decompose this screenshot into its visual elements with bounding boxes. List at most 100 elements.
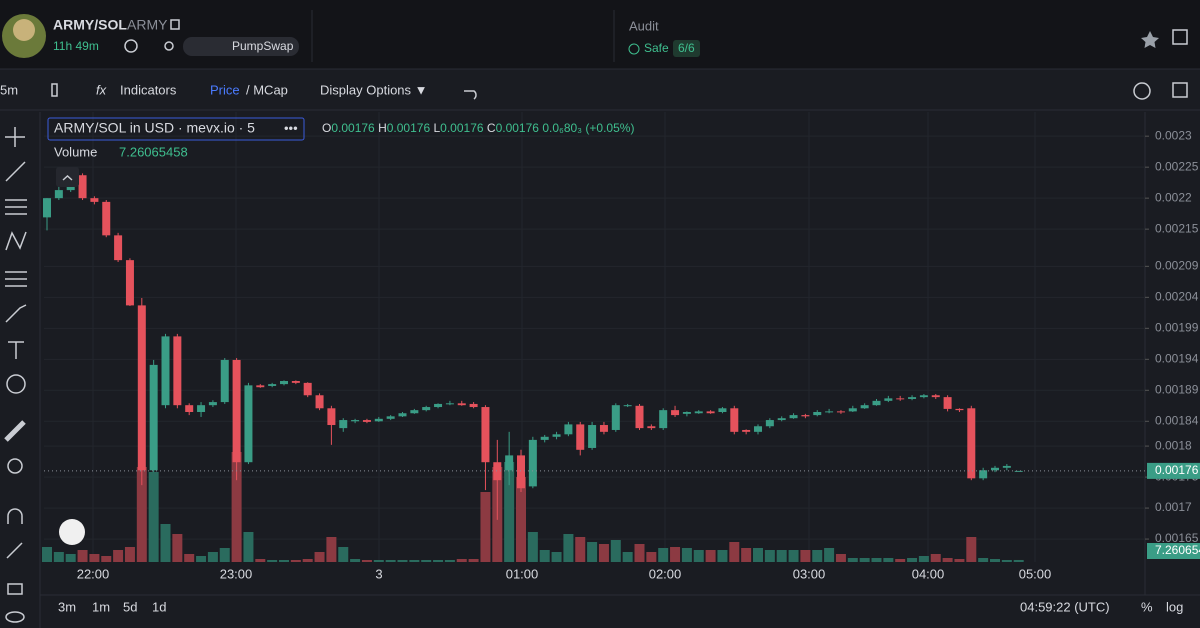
volume-badge-label: 7.26065458 bbox=[1155, 543, 1200, 557]
volume-badge bbox=[1147, 543, 1200, 559]
candle-body bbox=[54, 190, 63, 199]
candle-body bbox=[659, 410, 668, 429]
web-icon[interactable] bbox=[124, 39, 138, 53]
fullscreen[interactable] bbox=[1172, 82, 1188, 98]
legend-box[interactable] bbox=[47, 117, 305, 141]
range[interactable]: 1m bbox=[92, 599, 110, 614]
eye-tool[interactable] bbox=[5, 611, 25, 623]
candle-body bbox=[860, 405, 869, 409]
ohlc-value: 0.00176 bbox=[387, 121, 431, 135]
settings[interactable] bbox=[1133, 82, 1151, 100]
candle-body bbox=[730, 408, 739, 432]
candle-body bbox=[576, 424, 585, 450]
text-tool[interactable] bbox=[8, 341, 24, 359]
volume-bar bbox=[267, 560, 278, 562]
lock-tool[interactable] bbox=[7, 583, 23, 595]
volume-bar bbox=[966, 537, 977, 562]
interval[interactable]: 5m bbox=[0, 82, 18, 97]
candle-body bbox=[836, 411, 845, 413]
audit-status: Safe bbox=[644, 41, 669, 55]
volume-bar bbox=[255, 559, 266, 562]
price-toggle[interactable]: Price bbox=[210, 82, 240, 97]
candle-body bbox=[161, 336, 170, 406]
ohlc-value: 0.00176 bbox=[440, 121, 484, 135]
y-tick-label: 0.00215 bbox=[1155, 221, 1199, 235]
candle-icon[interactable] bbox=[51, 83, 58, 97]
audit-label[interactable]: Audit bbox=[629, 18, 659, 33]
display-options[interactable]: Display Options ▼ bbox=[320, 82, 428, 97]
copy-icon[interactable] bbox=[170, 19, 180, 30]
change-pct: (+0.05%) bbox=[585, 121, 634, 135]
volume-bar bbox=[1013, 559, 1024, 562]
candle-body bbox=[599, 425, 608, 432]
undo[interactable] bbox=[464, 90, 477, 100]
candle-body bbox=[362, 420, 371, 422]
candle-body bbox=[943, 397, 952, 409]
candle-body bbox=[754, 426, 762, 432]
shield-icon bbox=[628, 43, 640, 55]
candle-body bbox=[908, 397, 917, 399]
y-tick-label: 0.0023 bbox=[1155, 128, 1192, 142]
dex-pill[interactable] bbox=[183, 37, 299, 56]
line-tool[interactable] bbox=[5, 161, 26, 182]
brush-tool[interactable] bbox=[5, 304, 27, 323]
volume-bar bbox=[350, 559, 361, 562]
volume-bar bbox=[516, 477, 526, 562]
ohlc-label: H bbox=[378, 121, 387, 135]
ruler-tool[interactable] bbox=[4, 420, 26, 442]
volume-bar bbox=[942, 558, 953, 562]
fib-tool[interactable] bbox=[5, 271, 27, 287]
volume-bar bbox=[788, 550, 799, 562]
percent-toggle[interactable]: % bbox=[1141, 599, 1153, 614]
symbol: ARMY bbox=[127, 17, 168, 33]
candle-body bbox=[445, 403, 454, 405]
volume-bar bbox=[397, 560, 408, 562]
zoom-tool[interactable] bbox=[7, 458, 23, 474]
range[interactable]: 3m bbox=[58, 599, 76, 614]
candle-body bbox=[410, 410, 419, 414]
range[interactable]: 1d bbox=[152, 599, 166, 614]
crosshair[interactable] bbox=[5, 127, 25, 147]
log-toggle[interactable]: log bbox=[1166, 599, 1183, 614]
volume-bar bbox=[598, 544, 609, 562]
y-tick-label: 0.00184 bbox=[1155, 413, 1199, 427]
candle-body bbox=[694, 411, 703, 414]
candle-body bbox=[623, 405, 632, 407]
volume-bar bbox=[338, 547, 349, 562]
volume-bar bbox=[196, 556, 207, 562]
y-tick-label: 0.00189 bbox=[1155, 382, 1199, 396]
pattern-tool[interactable] bbox=[5, 231, 27, 251]
mcap-toggle[interactable]: / MCap bbox=[246, 82, 288, 97]
emoji-tool[interactable] bbox=[6, 374, 26, 394]
volume-bar bbox=[456, 559, 467, 562]
lines-tool[interactable] bbox=[5, 199, 27, 215]
candle-body bbox=[457, 403, 466, 406]
tv-logo[interactable] bbox=[59, 519, 85, 545]
candle-body bbox=[422, 407, 431, 411]
candle-body bbox=[232, 359, 241, 463]
pair: ARMY/SOL bbox=[53, 17, 127, 33]
magnet-tool[interactable] bbox=[7, 508, 23, 524]
volume-bar bbox=[978, 558, 989, 562]
volume-bar bbox=[954, 559, 965, 562]
search-icon[interactable] bbox=[164, 41, 174, 51]
volume-bar bbox=[302, 559, 313, 562]
candle-body bbox=[801, 415, 810, 417]
volume-bar bbox=[824, 548, 835, 562]
chart-icon[interactable] bbox=[1172, 29, 1188, 45]
candle-body bbox=[351, 420, 360, 422]
volume-bar bbox=[77, 550, 88, 562]
pencil-tool[interactable] bbox=[6, 542, 23, 559]
volume-bar bbox=[741, 548, 752, 562]
range[interactable]: 5d bbox=[123, 599, 137, 614]
candle-body bbox=[931, 395, 940, 398]
candle-body bbox=[528, 439, 537, 487]
star-icon[interactable] bbox=[1141, 31, 1159, 48]
volume-bar bbox=[930, 554, 941, 562]
collapse-icon bbox=[62, 174, 73, 181]
indicators[interactable]: Indicators bbox=[120, 82, 177, 97]
volume-bar bbox=[290, 560, 301, 562]
volume-bar bbox=[480, 492, 491, 562]
volume-bar bbox=[89, 554, 100, 562]
